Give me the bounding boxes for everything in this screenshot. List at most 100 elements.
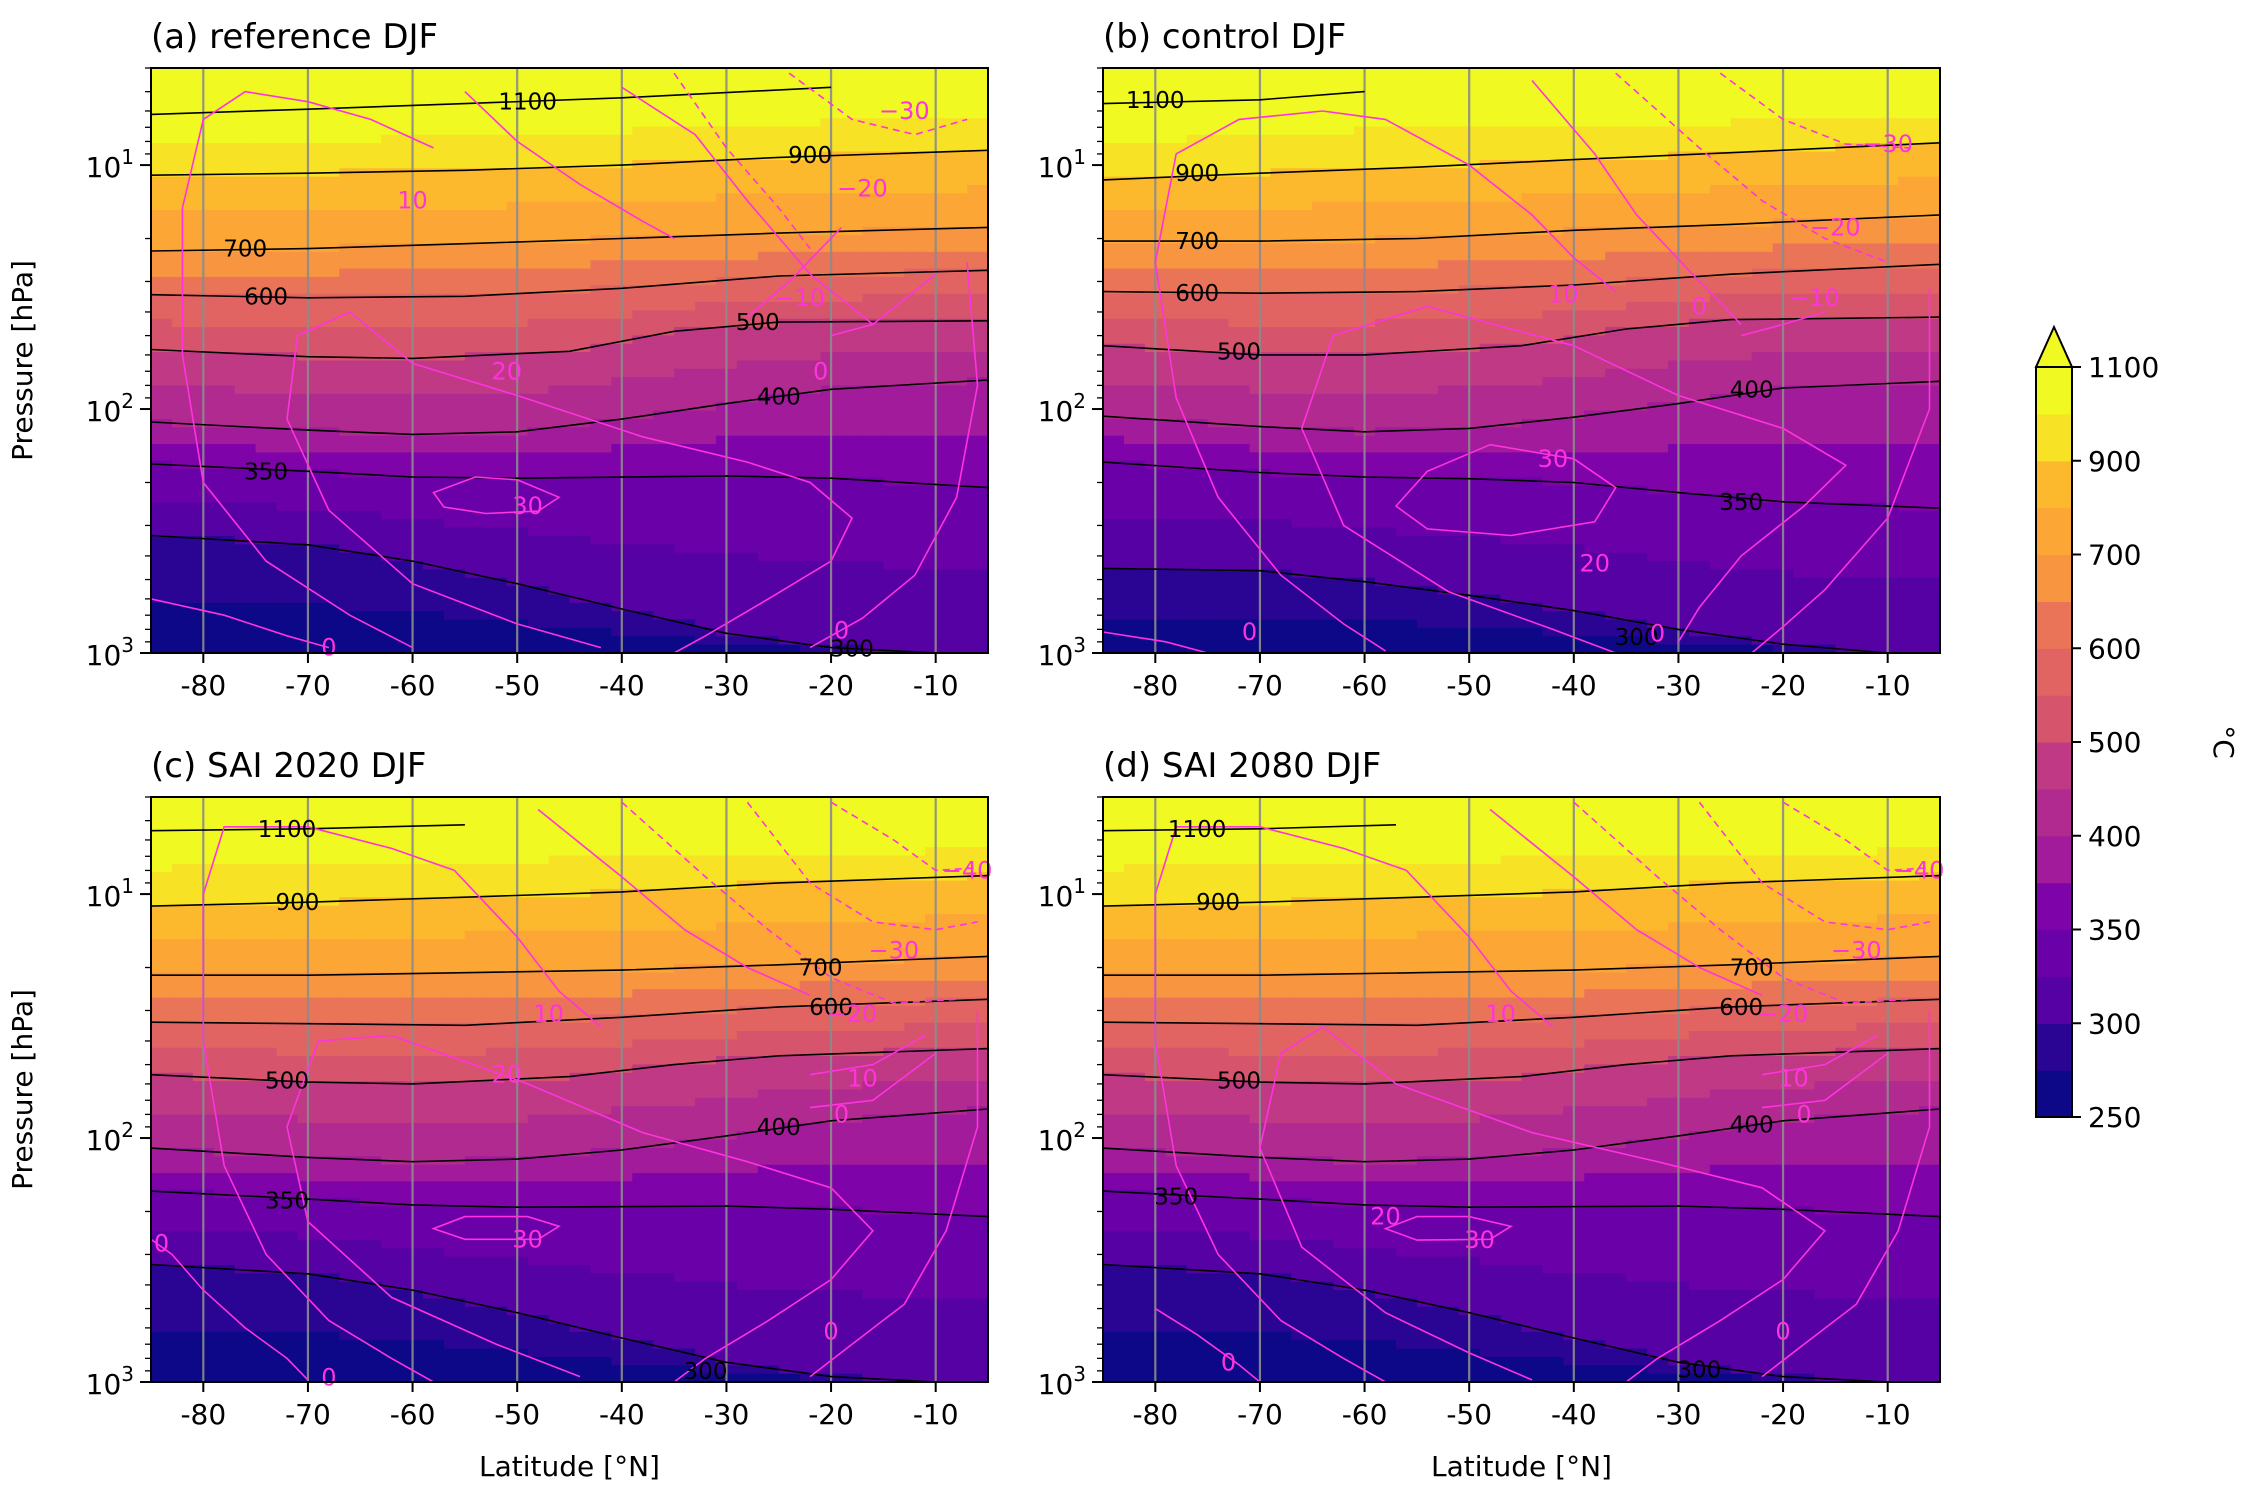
heatmap-cell (171, 118, 194, 128)
heatmap-cell (360, 577, 382, 587)
heatmap-cell (1123, 477, 1146, 487)
heatmap-cell (548, 611, 571, 621)
heatmap-cell (653, 410, 675, 420)
heatmap-cell (171, 594, 194, 604)
heatmap-cell (1291, 494, 1313, 504)
heatmap-cell (234, 527, 257, 537)
heatmap-cell (1103, 251, 1125, 261)
heatmap-cell (339, 68, 361, 77)
heatmap-cell (674, 494, 696, 504)
heatmap-cell (213, 460, 236, 470)
heatmap-cell (1479, 469, 1502, 479)
heatmap-cell (695, 577, 717, 587)
heatmap-cell (736, 101, 759, 111)
heatmap-cell (1270, 151, 1292, 161)
heatmap-cell (1647, 435, 1669, 445)
heatmap-cell (276, 201, 299, 211)
heatmap-cell (464, 251, 487, 261)
heatmap-cell (1207, 76, 1230, 86)
heatmap-cell (1270, 276, 1292, 286)
heatmap-cell (904, 243, 926, 253)
heatmap-cell (1416, 602, 1439, 612)
heatmap-cell (318, 494, 340, 504)
heatmap-cell (862, 469, 884, 479)
heatmap-cell (1500, 210, 1523, 220)
heatmap-cell (255, 510, 278, 520)
heatmap-cell (1165, 477, 1188, 487)
heatmap-cell (1186, 510, 1209, 520)
heatmap-cell (464, 327, 487, 337)
heatmap-cell (1479, 327, 1502, 337)
heatmap-cell (1605, 393, 1627, 403)
heatmap-cell (548, 368, 571, 378)
heatmap-cell (841, 76, 864, 86)
heatmap-cell (778, 452, 801, 462)
heatmap-cell (569, 335, 592, 345)
heatmap-cell (213, 427, 236, 437)
heatmap-cell (841, 210, 864, 220)
heatmap-cell (1333, 168, 1355, 178)
heatmap-cell (1270, 134, 1292, 144)
heatmap-cell (1479, 76, 1502, 86)
heatmap-cell (1186, 335, 1209, 345)
heatmap-cell (632, 469, 654, 479)
heatmap-cell (1165, 302, 1188, 311)
heatmap-cell (423, 636, 445, 646)
heatmap-cell (1103, 176, 1125, 186)
heatmap-cell (213, 644, 236, 653)
heatmap-cell (1186, 586, 1209, 596)
heatmap-cell (1542, 260, 1564, 270)
heatmap-cell (799, 435, 822, 445)
heatmap-cell (1123, 318, 1146, 328)
heatmap-cell (946, 594, 968, 604)
heatmap-cell (276, 318, 299, 328)
heatmap-cell (946, 101, 968, 111)
heatmap-cell (1500, 452, 1523, 462)
heatmap-cell (1584, 335, 1606, 345)
heatmap-cell (234, 602, 257, 612)
heatmap-cell (653, 385, 675, 395)
heatmap-cell (1123, 544, 1146, 554)
heatmap-cell (1416, 527, 1439, 537)
heatmap-cell (381, 619, 403, 629)
heatmap-cell (1626, 335, 1648, 345)
heatmap-cell (674, 561, 696, 571)
heatmap-cell (1500, 93, 1523, 103)
heatmap-cell (1375, 377, 1397, 387)
heatmap-cell (1333, 427, 1355, 437)
wind-contour-label: −30 (879, 97, 930, 125)
heatmap-cell (1291, 536, 1313, 545)
heatmap-cell (1416, 377, 1439, 387)
heatmap-cell (1165, 519, 1188, 529)
heatmap-cell (946, 519, 968, 529)
heatmap-cell (695, 210, 717, 220)
heatmap-cell (151, 502, 173, 512)
heatmap-cell (1416, 318, 1439, 328)
heatmap-cell (485, 393, 508, 403)
heatmap-cell (1542, 109, 1564, 119)
heatmap-cell (171, 536, 194, 545)
heatmap-cell (1521, 586, 1544, 596)
heatmap-cell (1228, 76, 1251, 86)
heatmap-cell (841, 402, 864, 412)
heatmap-cell (1123, 109, 1146, 119)
heatmap-cell (736, 126, 759, 136)
heatmap-cell (234, 218, 257, 228)
heatmap-cell (1584, 68, 1606, 77)
heatmap-cell (1312, 134, 1334, 144)
heatmap-cell (862, 602, 884, 612)
heatmap-cell (569, 218, 592, 228)
heatmap-cell (799, 185, 822, 194)
heatmap-cell (1605, 502, 1627, 512)
heatmap-cell (1688, 201, 1711, 211)
heatmap-cell (1270, 536, 1292, 545)
heatmap-cell (1584, 293, 1606, 303)
heatmap-cell (1207, 393, 1230, 403)
heatmap-cell (1688, 435, 1711, 445)
heatmap-cell (778, 210, 801, 220)
heatmap-cell (1647, 293, 1669, 303)
heatmap-cell (1500, 410, 1523, 420)
heatmap-cell (1647, 577, 1669, 587)
heatmap-cell (841, 235, 864, 245)
heatmap-cell (485, 594, 508, 604)
